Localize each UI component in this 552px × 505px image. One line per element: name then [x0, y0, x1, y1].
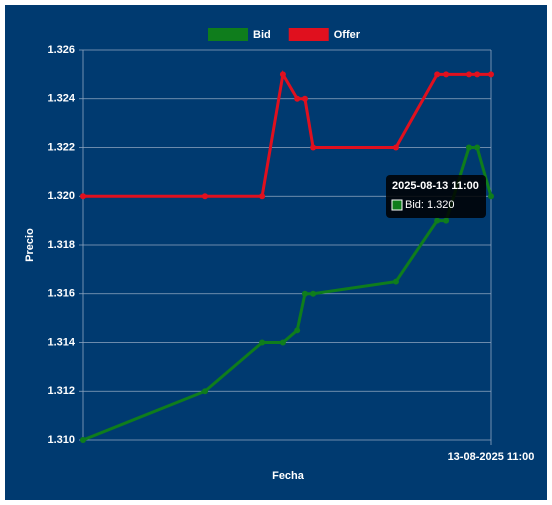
- legend-label: Bid: [253, 29, 271, 41]
- x-axis-title: Fecha: [272, 470, 305, 482]
- data-point: [488, 193, 494, 200]
- data-point: [301, 290, 308, 297]
- legend-swatch: [208, 28, 248, 41]
- data-point: [301, 95, 308, 102]
- y-tick-label: 1.318: [47, 239, 75, 251]
- data-point: [434, 217, 441, 224]
- tooltip-box: [386, 175, 486, 218]
- data-point: [259, 193, 266, 200]
- y-tick-label: 1.320: [47, 190, 75, 202]
- y-tick-label: 1.314: [47, 336, 75, 348]
- x-tick-label: 13-08-2025 11:00: [448, 451, 535, 463]
- data-point: [80, 193, 86, 200]
- data-point: [443, 217, 450, 224]
- data-point: [392, 278, 399, 285]
- data-point: [443, 71, 450, 78]
- data-point: [465, 71, 472, 78]
- data-point: [434, 71, 441, 78]
- data-point: [294, 327, 301, 334]
- data-point: [310, 144, 317, 151]
- data-point: [279, 71, 286, 78]
- y-tick-label: 1.324: [47, 93, 75, 105]
- legend-swatch: [288, 28, 329, 41]
- y-tick-label: 1.326: [47, 44, 75, 56]
- chart-background: [5, 5, 547, 500]
- data-point: [279, 339, 286, 346]
- data-point: [465, 144, 472, 151]
- data-point: [201, 193, 208, 200]
- legend-label: Offer: [334, 29, 361, 41]
- y-tick-label: 1.310: [47, 434, 75, 446]
- y-tick-label: 1.322: [47, 141, 75, 153]
- tooltip-title: 2025-08-13 11:00: [392, 180, 479, 192]
- tooltip-swatch: [391, 199, 403, 211]
- tooltip: 2025-08-13 11:00 Bid: 1.320: [386, 175, 486, 218]
- data-point: [310, 290, 317, 297]
- y-axis-title: Precio: [24, 228, 36, 262]
- data-point: [259, 339, 266, 346]
- data-point: [474, 144, 481, 151]
- tooltip-label: Bid: 1.320: [405, 199, 455, 211]
- data-point: [474, 71, 481, 78]
- data-point: [201, 388, 208, 395]
- data-point: [392, 144, 399, 151]
- data-point: [80, 437, 86, 443]
- y-tick-label: 1.312: [47, 385, 75, 397]
- data-point: [488, 71, 494, 78]
- data-point: [294, 95, 301, 102]
- y-tick-label: 1.316: [47, 288, 75, 300]
